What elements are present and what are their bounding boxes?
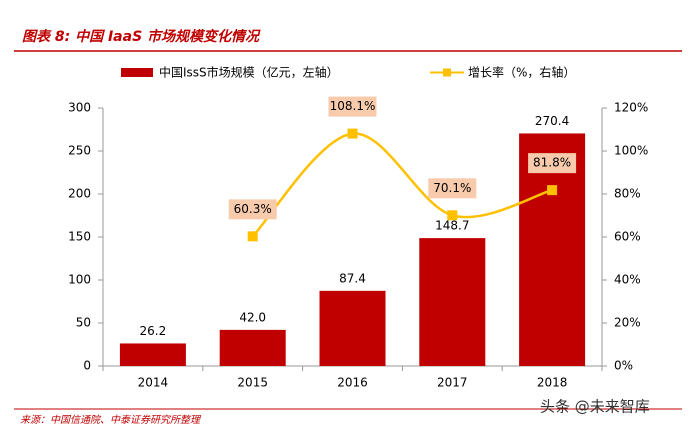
growth-line (251, 132, 553, 238)
source: 来源：中国信通院、中泰证券研究所整理 (20, 414, 202, 426)
line-value-label: 81.8% (533, 156, 571, 170)
y2-tick-label: 120% (614, 101, 648, 115)
line-marker (247, 231, 258, 242)
y2-tick-label: 60% (614, 230, 641, 244)
bar (319, 290, 386, 366)
x-tick-label: 2014 (138, 376, 169, 390)
line-label-box (328, 96, 377, 117)
y2-tick-label: 40% (614, 273, 641, 287)
legend-swatch (121, 68, 153, 77)
legend-marker (443, 68, 451, 77)
line-label-box (228, 199, 277, 220)
y-tick-label: 200 (68, 187, 91, 201)
chart-title: 图表 8: 中国 IaaS 市场规模变化情况 (22, 28, 261, 45)
y-tick-label: 300 (68, 101, 91, 115)
line-label-box (528, 153, 577, 174)
line-value-label: 60.3% (234, 202, 272, 216)
bar-value-label: 270.4 (535, 114, 569, 128)
y-tick-label: 250 (68, 144, 91, 158)
bar (219, 329, 286, 366)
legend-label: 增长率（%，右轴） (468, 65, 575, 80)
bar (419, 238, 486, 366)
y-tick-label: 0 (83, 359, 91, 373)
x-tick-label: 2015 (237, 376, 268, 390)
line-marker (447, 210, 458, 221)
y2-tick-label: 20% (614, 316, 641, 330)
y-tick-label: 50 (76, 316, 91, 330)
bar-value-label: 87.4 (339, 271, 366, 285)
line-label-box (428, 178, 477, 199)
y-tick-label: 150 (68, 230, 91, 244)
y-tick-label: 100 (68, 273, 91, 287)
y2-tick-label: 100% (614, 144, 648, 158)
y2-tick-label: 0% (614, 359, 633, 373)
x-tick-label: 2017 (437, 376, 468, 390)
line-value-label: 70.1% (433, 181, 471, 195)
line-marker (547, 185, 558, 196)
line-marker (347, 128, 358, 139)
bar-value-label: 42.0 (239, 310, 266, 324)
bar (119, 343, 186, 366)
y2-tick-label: 80% (614, 187, 641, 201)
watermark: 头条 @未来智库 (540, 398, 650, 416)
x-tick-label: 2018 (537, 376, 568, 390)
x-tick-label: 2016 (337, 376, 368, 390)
line-value-label: 108.1% (330, 99, 376, 113)
legend-label: 中国IssS市场规模（亿元，左轴） (159, 65, 339, 80)
bar-value-label: 148.7 (435, 219, 469, 233)
bar-value-label: 26.2 (140, 324, 167, 338)
